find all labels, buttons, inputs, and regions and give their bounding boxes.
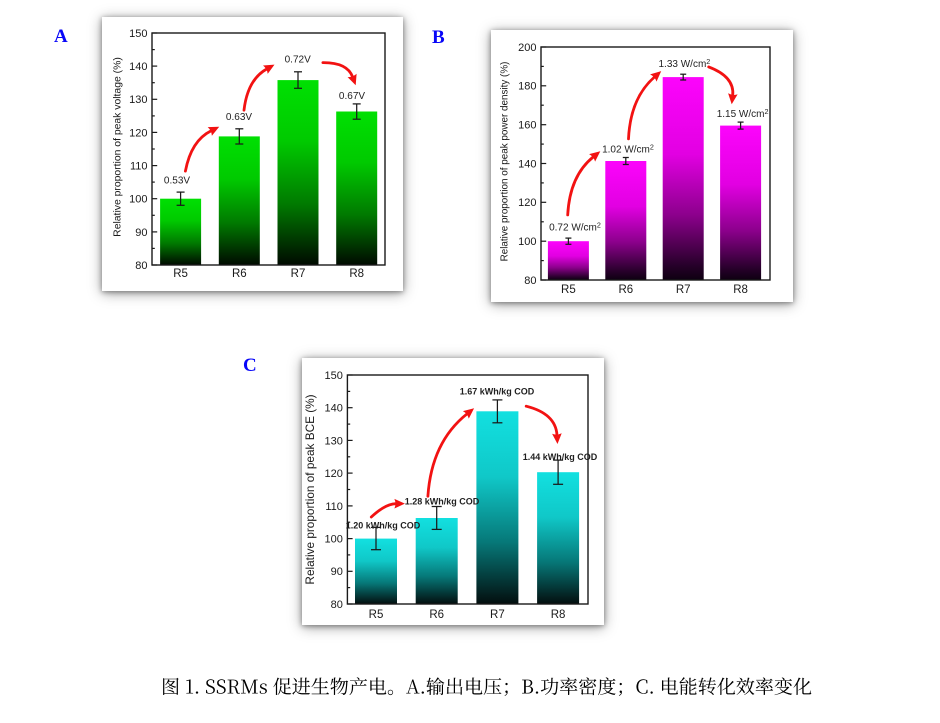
svg-text:R8: R8	[551, 609, 566, 621]
svg-text:140: 140	[325, 403, 343, 415]
svg-text:1.33 W/cm2: 1.33 W/cm2	[659, 57, 711, 70]
svg-text:80: 80	[524, 275, 536, 287]
svg-text:100: 100	[518, 236, 536, 248]
svg-text:80: 80	[331, 599, 343, 611]
svg-text:0.67V: 0.67V	[339, 91, 365, 102]
svg-text:0.53V: 0.53V	[164, 176, 190, 187]
svg-text:100: 100	[129, 194, 147, 206]
svg-text:120: 120	[129, 127, 147, 139]
svg-text:R6: R6	[618, 284, 633, 296]
svg-text:80: 80	[135, 260, 147, 272]
svg-text:0.72 W/cm2: 0.72 W/cm2	[549, 220, 601, 233]
svg-text:1.20 kWh/kg COD: 1.20 kWh/kg COD	[346, 521, 421, 531]
svg-text:110: 110	[130, 161, 148, 173]
svg-text:100: 100	[325, 534, 343, 546]
svg-text:Relative proportion of peak po: Relative proportion of peak power densit…	[500, 62, 511, 262]
svg-text:Relative proportion of peak vo: Relative proportion of peak voltage (%)	[113, 57, 124, 237]
svg-text:R7: R7	[490, 609, 505, 621]
svg-text:R5: R5	[369, 609, 384, 621]
svg-text:R8: R8	[349, 268, 364, 280]
svg-text:1.15 W/cm2: 1.15 W/cm2	[717, 107, 769, 120]
svg-text:140: 140	[518, 158, 536, 170]
svg-text:R6: R6	[429, 609, 444, 621]
svg-text:140: 140	[129, 61, 147, 73]
svg-text:110: 110	[325, 501, 343, 513]
svg-text:120: 120	[518, 197, 536, 209]
svg-text:1.02 W/cm2: 1.02 W/cm2	[602, 142, 654, 155]
svg-text:1.44 kWh/kg COD: 1.44 kWh/kg COD	[523, 452, 598, 462]
svg-text:R5: R5	[173, 268, 188, 280]
svg-text:180: 180	[518, 81, 536, 93]
svg-text:Relative proportion of peak BC: Relative proportion of peak BCE (%)	[303, 394, 317, 584]
svg-text:90: 90	[331, 566, 343, 578]
svg-text:1.28 kWh/kg COD: 1.28 kWh/kg COD	[405, 497, 480, 507]
svg-text:0.72V: 0.72V	[285, 55, 311, 66]
svg-text:R8: R8	[733, 284, 748, 296]
svg-text:R7: R7	[291, 268, 306, 280]
svg-text:R5: R5	[561, 284, 576, 296]
svg-text:90: 90	[135, 227, 147, 239]
svg-text:1.67 kWh/kg COD: 1.67 kWh/kg COD	[460, 387, 535, 397]
svg-text:120: 120	[325, 468, 343, 480]
svg-text:R6: R6	[232, 268, 247, 280]
svg-text:200: 200	[518, 42, 536, 54]
svg-text:160: 160	[518, 120, 536, 132]
svg-text:0.63V: 0.63V	[226, 112, 252, 123]
svg-text:130: 130	[325, 435, 343, 447]
svg-text:150: 150	[325, 370, 343, 382]
svg-text:150: 150	[129, 28, 147, 40]
svg-text:130: 130	[129, 94, 147, 106]
svg-text:R7: R7	[676, 284, 691, 296]
